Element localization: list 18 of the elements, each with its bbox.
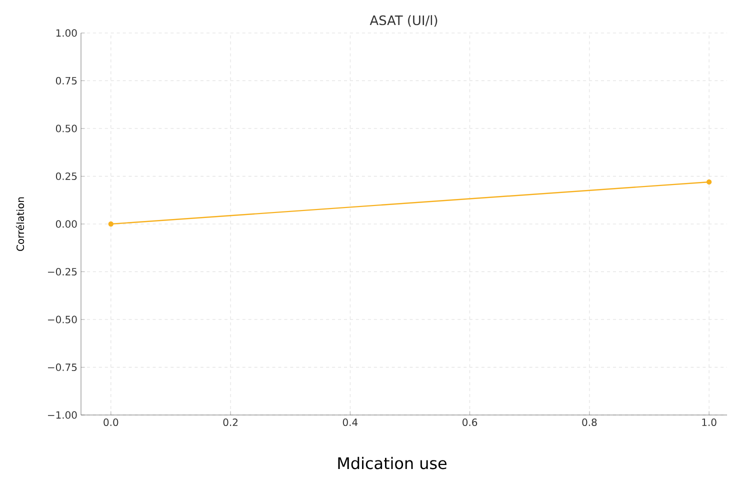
y-tick-label: −0.25 xyxy=(48,268,77,276)
y-tick-label: −0.50 xyxy=(48,316,77,324)
y-tick-label: 0.00 xyxy=(56,220,77,228)
x-tick-label: 1.0 xyxy=(702,418,716,426)
y-tick-label: −0.75 xyxy=(48,363,77,372)
y-tick-label: 0.25 xyxy=(56,172,77,180)
y-axis-title: Corrélation xyxy=(16,197,24,251)
y-tick-label: 0.75 xyxy=(56,76,77,85)
x-tick-label: 0.4 xyxy=(342,418,358,426)
x-axis-title: Mdication use xyxy=(338,456,446,470)
y-tick-label: 1.00 xyxy=(56,29,77,37)
y-tick-label: −1.00 xyxy=(48,411,77,419)
x-tick-label: 0.6 xyxy=(462,418,478,426)
x-tick-label: 0.8 xyxy=(582,418,597,426)
x-tick-label: 0.0 xyxy=(104,418,118,426)
y-tick-label: 0.50 xyxy=(56,124,77,132)
x-tick-label: 0.2 xyxy=(223,418,238,426)
chart-title: ASAT (UI/l) xyxy=(370,15,438,27)
